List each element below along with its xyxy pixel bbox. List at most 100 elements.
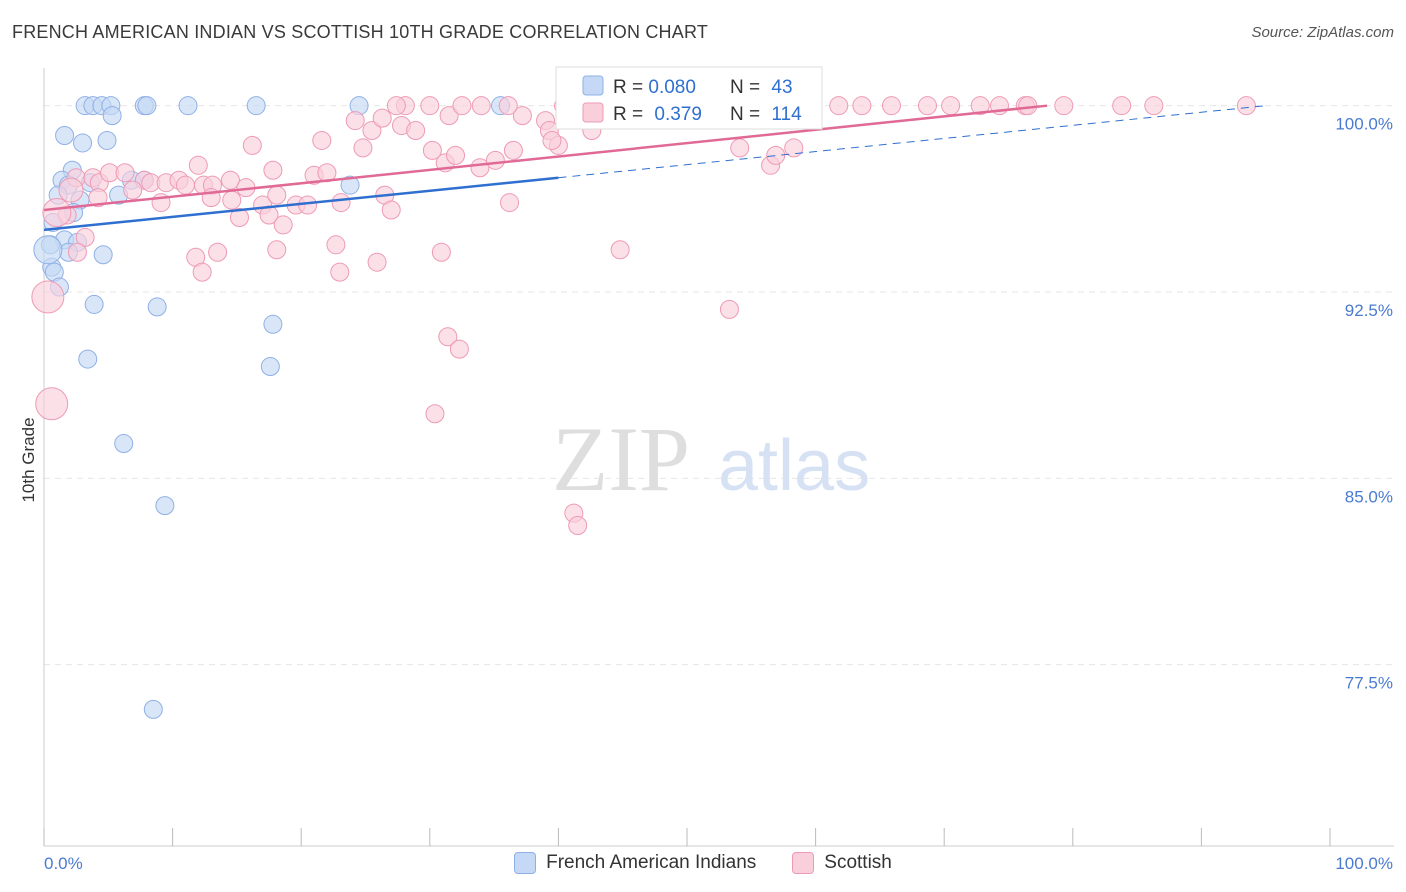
point-scottish xyxy=(829,96,849,116)
point-french-american-indians xyxy=(260,357,280,377)
point-french-american-indians xyxy=(73,133,93,153)
chart-source: Source: ZipAtlas.com xyxy=(1251,24,1394,41)
point-scottish xyxy=(970,96,990,116)
axes xyxy=(43,68,1394,847)
legend-swatch-blue xyxy=(514,852,537,874)
svg-text:R = 0.080: R = 0.080 xyxy=(613,77,696,98)
watermark-zip: ZIP xyxy=(552,408,690,510)
legend-label-scottish: Scottish xyxy=(824,852,892,873)
x-tick-label-max: 100.0% xyxy=(1335,854,1393,873)
point-scottish xyxy=(267,240,287,260)
point-scottish xyxy=(386,96,406,116)
point-french-american-indians xyxy=(102,106,122,126)
point-french-american-indians xyxy=(93,245,113,265)
stats-legend: R = 0.080 N = 43 R = 0.379 N = 114 xyxy=(555,66,823,130)
point-scottish xyxy=(220,170,240,190)
trend-line-scottish xyxy=(43,104,1048,212)
point-french-american-indians xyxy=(114,434,134,454)
stats-r-value-pink: 0.379 xyxy=(654,104,702,125)
point-french-american-indians xyxy=(137,96,157,116)
point-scottish xyxy=(439,106,459,126)
point-scottish xyxy=(42,198,72,228)
stats-swatch-blue xyxy=(582,75,604,96)
point-scottish xyxy=(175,175,195,195)
point-scottish xyxy=(330,262,350,282)
point-scottish xyxy=(1018,96,1038,116)
point-scottish xyxy=(452,96,472,116)
point-french-american-indians xyxy=(263,314,283,334)
point-scottish xyxy=(766,145,786,165)
stats-n-label-blue: N = xyxy=(730,77,765,98)
point-scottish xyxy=(208,242,228,262)
point-scottish xyxy=(273,215,293,235)
point-scottish xyxy=(406,121,426,141)
series-legend: French American Indians Scottish xyxy=(0,852,1406,874)
legend-label-french-american-indians: French American Indians xyxy=(546,852,757,873)
point-scottish xyxy=(67,242,87,262)
point-scottish xyxy=(326,235,346,255)
tick-labels: 100.0% 92.5% 85.0% 77.5% 0.0% 100.0% xyxy=(44,115,1393,873)
point-scottish xyxy=(331,193,351,213)
point-french-american-indians xyxy=(143,699,163,719)
chart-title: FRENCH AMERICAN INDIAN VS SCOTTISH 10TH … xyxy=(12,22,709,42)
point-french-american-indians xyxy=(147,297,167,317)
stats-r-label-pink: R = xyxy=(613,104,648,125)
point-scottish xyxy=(1112,96,1132,116)
point-scottish xyxy=(35,387,69,421)
legend-item-scottish[interactable]: Scottish xyxy=(792,852,892,874)
point-scottish xyxy=(267,185,287,205)
point-scottish xyxy=(188,155,208,175)
point-scottish xyxy=(31,280,65,314)
point-scottish xyxy=(449,339,469,359)
point-scottish xyxy=(917,96,937,116)
point-scottish xyxy=(500,193,520,213)
point-scottish xyxy=(431,242,451,262)
point-scottish xyxy=(784,138,804,158)
point-scottish xyxy=(512,106,532,126)
point-scottish xyxy=(88,188,108,208)
point-scottish xyxy=(1236,96,1256,116)
point-scottish xyxy=(192,262,212,282)
y-tick-label: 85.0% xyxy=(1345,487,1393,506)
point-scottish xyxy=(881,96,901,116)
point-scottish xyxy=(222,190,242,210)
stats-n-value-pink: 114 xyxy=(771,104,802,125)
y-axis-label: 10th Grade xyxy=(19,417,38,502)
stats-n-label-pink: N = xyxy=(730,104,765,125)
point-french-american-indians xyxy=(97,130,117,150)
point-french-american-indians xyxy=(155,496,175,516)
point-scottish xyxy=(229,207,249,227)
stats-n-value-blue: 43 xyxy=(771,77,792,98)
point-scottish xyxy=(75,227,95,247)
point-scottish xyxy=(730,138,750,158)
point-french-american-indians xyxy=(78,349,98,369)
point-scottish xyxy=(503,140,523,160)
point-french-american-indians xyxy=(84,294,104,314)
trend-lines xyxy=(43,104,1266,232)
point-scottish xyxy=(1054,96,1074,116)
point-scottish xyxy=(1144,96,1164,116)
point-french-american-indians xyxy=(246,96,266,116)
svg-text:R = 0.379: R = 0.379 xyxy=(613,104,702,125)
point-french-american-indians xyxy=(55,125,75,145)
svg-text:N = 43: N = 43 xyxy=(730,77,793,98)
point-scottish xyxy=(115,163,135,183)
point-scottish xyxy=(425,404,445,424)
legend-item-french-american-indians[interactable]: French American Indians xyxy=(514,852,756,874)
trend-line-dashed-french-american-indians xyxy=(558,105,1266,179)
point-scottish xyxy=(312,130,332,150)
x-tick-label-min: 0.0% xyxy=(44,854,83,873)
watermark-atlas: atlas xyxy=(718,426,870,506)
point-scottish xyxy=(367,252,387,272)
svg-text:N = 114: N = 114 xyxy=(730,104,802,125)
point-scottish xyxy=(446,145,466,165)
point-scottish xyxy=(381,200,401,220)
y-tick-label: 100.0% xyxy=(1335,115,1393,134)
point-scottish xyxy=(438,327,458,347)
point-scottish xyxy=(420,96,440,116)
stats-swatch-pink xyxy=(582,102,604,123)
point-scottish xyxy=(362,121,382,141)
y-tick-label: 92.5% xyxy=(1345,301,1393,320)
point-scottish xyxy=(542,130,562,150)
